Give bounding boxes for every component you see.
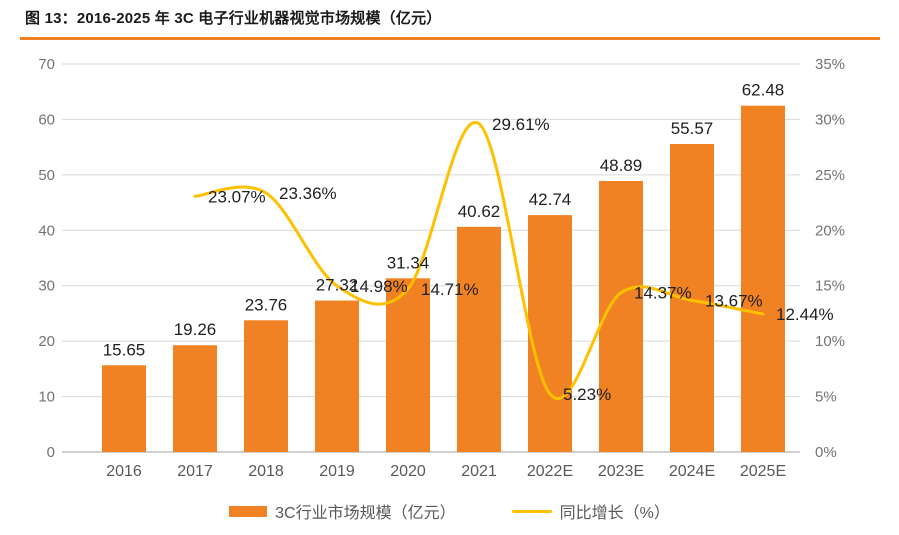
bar-value-label: 19.26 bbox=[174, 320, 217, 339]
chart-title: 图 13：2016-2025 年 3C 电子行业机器视觉市场规模（亿元） bbox=[25, 10, 442, 27]
left-axis-tick-label: 20 bbox=[38, 333, 55, 350]
growth-value-label: 13.67% bbox=[705, 291, 763, 310]
left-axis-tick-label: 40 bbox=[38, 222, 55, 239]
legend-item-yoy-growth[interactable]: 同比增长（%） bbox=[511, 499, 670, 523]
growth-value-label: 14.37% bbox=[634, 284, 692, 303]
x-axis-label-2022E: 2022E bbox=[527, 463, 573, 480]
x-axis-label-2021: 2021 bbox=[461, 463, 497, 480]
bar-2023E bbox=[599, 181, 643, 453]
bar-value-label: 62.48 bbox=[742, 81, 785, 100]
x-axis-label-2017: 2017 bbox=[177, 463, 213, 480]
left-axis-tick-label: 0 bbox=[47, 444, 55, 461]
bar-value-label: 31.34 bbox=[387, 253, 430, 272]
chart-canvas: 0 10 20 30 40 50 60 70 0% 5% 10% 15% 20% 25% 30% 35% 201… bbox=[38, 56, 845, 480]
right-axis-tick-label: 15% bbox=[815, 278, 845, 295]
bar-value-label: 42.74 bbox=[529, 190, 572, 209]
x-axis-label-2023E: 2023E bbox=[598, 463, 644, 480]
bar-value-label: 40.62 bbox=[458, 202, 501, 221]
bar-2017 bbox=[173, 345, 217, 452]
line-series-label: 同比增长（%） bbox=[559, 505, 670, 522]
right-axis-tick-label: 0% bbox=[815, 444, 837, 461]
bar-2018 bbox=[244, 320, 288, 452]
bar-value-label: 27.32 bbox=[316, 276, 359, 295]
bar-series-label: 3C行业市场规模（亿元） bbox=[275, 505, 456, 522]
bar-2019 bbox=[315, 300, 359, 452]
yoy-growth-line bbox=[193, 120, 765, 400]
bar-2021 bbox=[457, 226, 501, 452]
bar-2016 bbox=[102, 365, 146, 452]
growth-value-label: 14.98% bbox=[350, 277, 408, 296]
x-axis-label-2016: 2016 bbox=[106, 463, 142, 480]
bar-2020 bbox=[386, 278, 430, 452]
right-axis-tick-label: 20% bbox=[815, 222, 845, 239]
x-axis-label-2019: 2019 bbox=[319, 463, 355, 480]
line-series-swatch bbox=[511, 509, 552, 513]
legend: 3C行业市场规模（亿元） 同比增长（%） bbox=[0, 499, 899, 523]
left-axis-tick-label: 50 bbox=[38, 167, 55, 184]
bar-2025E bbox=[741, 105, 785, 452]
left-axis-tick-label: 70 bbox=[38, 56, 55, 73]
x-axis-label-2018: 2018 bbox=[248, 463, 284, 480]
growth-value-label: 29.61% bbox=[492, 115, 550, 134]
bar-value-label: 48.89 bbox=[600, 156, 643, 175]
growth-value-label: 5.23% bbox=[563, 385, 611, 404]
growth-value-label: 14.71% bbox=[421, 280, 479, 299]
growth-value-label: 12.44% bbox=[776, 305, 834, 324]
growth-value-label: 23.36% bbox=[279, 184, 337, 203]
right-axis-tick-label: 10% bbox=[815, 333, 845, 350]
left-axis-tick-label: 60 bbox=[38, 111, 55, 128]
right-axis-tick-label: 35% bbox=[815, 56, 845, 73]
bar-series-swatch bbox=[229, 505, 268, 517]
x-axis-label-2025E: 2025E bbox=[740, 463, 786, 480]
x-axis-label-2020: 2020 bbox=[390, 463, 426, 480]
legend-item-market-size[interactable]: 3C行业市场规模（亿元） bbox=[229, 499, 456, 523]
x-axis-label-2024E: 2024E bbox=[669, 463, 715, 480]
right-axis-tick-label: 5% bbox=[815, 389, 837, 406]
left-axis-tick-label: 10 bbox=[38, 389, 55, 406]
bar-value-label: 23.76 bbox=[245, 295, 288, 314]
bar-2022E bbox=[528, 215, 572, 452]
left-axis-tick-label: 30 bbox=[38, 278, 55, 295]
right-axis-tick-label: 30% bbox=[815, 111, 845, 128]
growth-value-label: 23.07% bbox=[208, 187, 266, 206]
bar-value-label: 55.57 bbox=[671, 119, 714, 138]
title-underline bbox=[20, 37, 880, 40]
bar-value-label: 15.65 bbox=[103, 340, 146, 359]
right-axis-tick-label: 25% bbox=[815, 167, 845, 184]
